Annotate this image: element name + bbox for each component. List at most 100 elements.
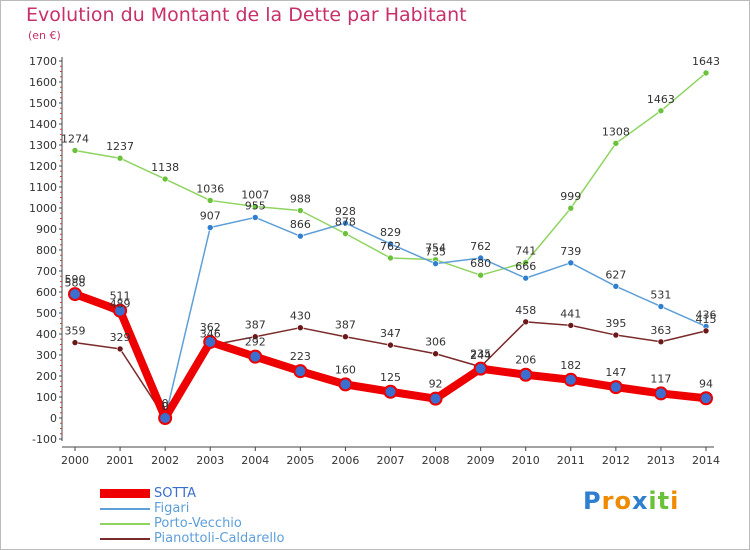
legend-label-porto-vecchio: Porto-Vecchio — [154, 516, 242, 531]
data-label: 94 — [699, 377, 713, 390]
data-label: 1274 — [61, 132, 89, 145]
data-point — [342, 230, 349, 237]
data-label: 1036 — [196, 182, 224, 195]
logo-letter: i — [648, 487, 658, 515]
data-point — [383, 384, 398, 399]
x-tick-label: 2001 — [106, 454, 134, 467]
data-label: 1308 — [602, 125, 630, 138]
y-tick-label: 0 — [50, 412, 57, 425]
data-point — [522, 274, 530, 282]
data-label: 999 — [560, 190, 581, 203]
data-label: 955 — [245, 199, 266, 212]
data-point — [161, 175, 169, 183]
chart-subtitle: (en €) — [28, 29, 61, 42]
x-tick-label: 2013 — [647, 454, 675, 467]
data-point — [657, 107, 665, 115]
data-label: 1237 — [106, 140, 134, 153]
data-point — [338, 377, 353, 392]
y-tick-label: 900 — [36, 223, 57, 236]
data-label: 395 — [605, 317, 626, 330]
data-label: 160 — [335, 363, 356, 376]
data-point — [297, 207, 304, 214]
y-tick-label: -100 — [32, 433, 57, 446]
data-label: 362 — [200, 321, 221, 334]
data-point — [518, 367, 533, 382]
data-label: 627 — [605, 268, 626, 281]
data-point — [113, 303, 128, 318]
data-label: 206 — [515, 354, 536, 367]
y-tick-label: 1300 — [29, 139, 57, 152]
y-tick-label: 100 — [36, 391, 57, 404]
data-label: 878 — [335, 216, 356, 229]
logo-letter: i — [670, 487, 680, 515]
data-point — [206, 224, 214, 231]
data-label: 0 — [162, 400, 169, 413]
data-point — [251, 333, 259, 341]
data-point — [297, 324, 304, 332]
data-point — [387, 240, 394, 248]
data-point — [206, 197, 214, 204]
data-point — [702, 69, 710, 77]
data-point — [297, 232, 304, 240]
data-point — [657, 338, 665, 346]
y-tick-label: 1700 — [29, 55, 57, 68]
data-label: 1643 — [692, 55, 720, 68]
data-point — [612, 140, 620, 147]
data-point — [248, 349, 263, 364]
data-point — [251, 214, 259, 221]
data-point — [608, 380, 623, 395]
data-label: 92 — [429, 378, 443, 391]
data-point — [387, 254, 394, 262]
data-point — [203, 334, 218, 349]
logo-letter: P — [583, 487, 602, 515]
data-point — [567, 322, 575, 329]
y-tick-label: 1200 — [29, 160, 57, 173]
data-label: 387 — [335, 319, 356, 332]
data-label: 306 — [425, 336, 446, 349]
data-label: 590 — [65, 273, 86, 286]
data-label: 741 — [515, 244, 536, 257]
data-label: 928 — [335, 205, 356, 218]
data-label: 363 — [650, 324, 671, 337]
x-tick-label: 2008 — [422, 454, 450, 467]
y-tick-label: 600 — [36, 286, 57, 299]
chart-title: Evolution du Montant de la Dette par Hab… — [26, 4, 467, 26]
data-point — [293, 364, 308, 379]
x-tick-label: 2005 — [286, 454, 314, 467]
data-point — [477, 271, 484, 279]
data-point — [522, 259, 530, 266]
y-tick-label: 300 — [36, 349, 57, 362]
data-point — [71, 339, 79, 346]
data-point — [477, 254, 484, 262]
x-tick-label: 2000 — [61, 454, 89, 467]
data-label: 244 — [470, 349, 491, 362]
x-tick-label: 2014 — [692, 454, 720, 467]
data-label: 735 — [425, 246, 446, 259]
legend-label-sotta: SOTTA — [154, 486, 197, 501]
data-label: 346 — [200, 327, 221, 340]
x-tick-label: 2011 — [557, 454, 585, 467]
data-point — [251, 203, 259, 210]
data-point — [432, 350, 439, 358]
x-tick-label: 2007 — [377, 454, 405, 467]
data-label: 762 — [470, 240, 491, 253]
data-point — [68, 287, 82, 302]
data-label: 762 — [380, 240, 401, 253]
x-tick-label: 2003 — [196, 454, 224, 467]
data-label: 489 — [110, 297, 131, 310]
logo-letter: o — [614, 487, 632, 515]
data-point — [567, 259, 575, 267]
data-label: 147 — [605, 366, 626, 379]
proxiti-logo: Proxiti — [583, 487, 679, 515]
y-tick-label: 1400 — [29, 118, 57, 131]
legend-swatch-figari — [100, 508, 150, 510]
data-label: 907 — [200, 210, 221, 223]
data-label: 117 — [650, 372, 671, 385]
x-tick-label: 2004 — [241, 454, 269, 467]
data-point — [612, 331, 620, 339]
data-point — [71, 147, 79, 154]
logo-letter: x — [631, 487, 649, 515]
data-point — [612, 283, 620, 290]
y-tick-label: 1500 — [29, 97, 57, 110]
y-tick-label: 700 — [36, 265, 57, 278]
